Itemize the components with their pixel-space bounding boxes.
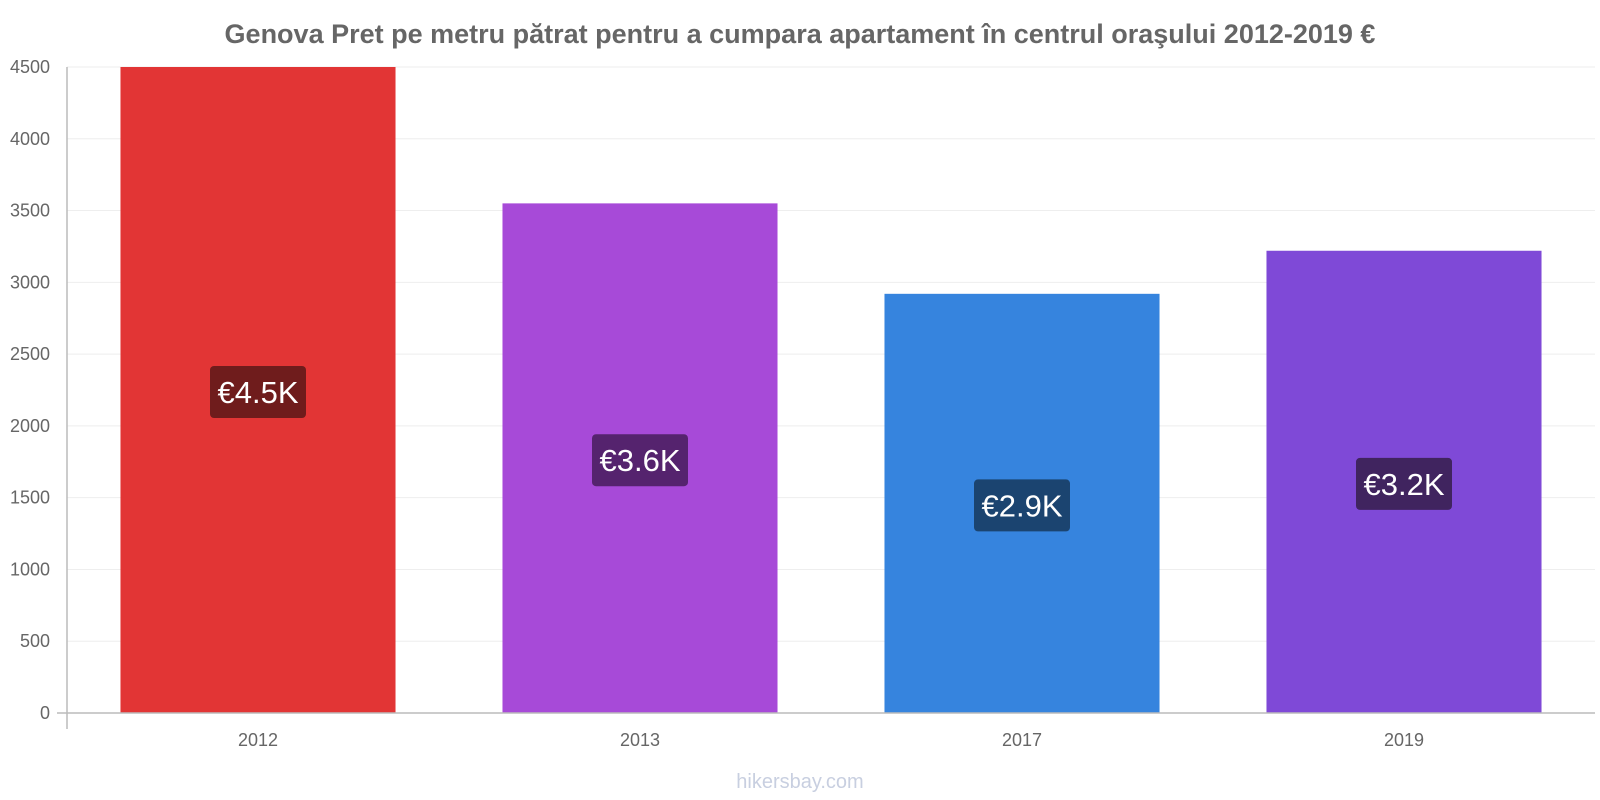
data-label-text: €3.2K [1363,467,1444,502]
y-tick-label: 4000 [10,129,50,149]
y-tick-label: 0 [40,703,50,723]
y-tick-label: 500 [20,631,50,651]
data-label-2017: €2.9K [974,479,1070,532]
y-tick-label: 2500 [10,344,50,364]
y-tick-label: 3000 [10,272,50,292]
data-labels: €4.5K €3.6K €2.9K €3.2K [210,366,1452,532]
axes: 0 500 1000 1500 2000 2500 3000 3500 4000 4500 2012… [10,57,1595,750]
y-tick-label: 1000 [10,559,50,579]
data-label-box [210,366,306,418]
watermark: hikersbay.com [736,771,863,793]
data-label-text: €4.5K [217,375,298,410]
data-label-2013: €3.6K [592,434,688,487]
x-tick-label: 2013 [620,730,660,750]
chart-title: Genova Pret pe metru pătrat pentru a cum… [225,19,1376,49]
y-tick-label: 3500 [10,201,50,221]
y-tick-label: 1500 [10,488,50,508]
y-tick-label: 4500 [10,57,50,77]
data-label-box [974,479,1070,532]
data-label-box [1356,457,1452,510]
data-label-text: €2.9K [981,488,1062,523]
y-tick-label: 2000 [10,416,50,436]
bars [120,67,1542,714]
data-label-text: €3.6K [599,443,680,478]
data-label-2019: €3.2K [1356,457,1452,510]
x-tick-label: 2019 [1384,730,1424,750]
x-tick-label: 2012 [238,730,278,750]
data-label-box [592,434,688,487]
data-label-2012: €4.5K [210,366,306,418]
x-tick-label: 2017 [1002,730,1042,750]
